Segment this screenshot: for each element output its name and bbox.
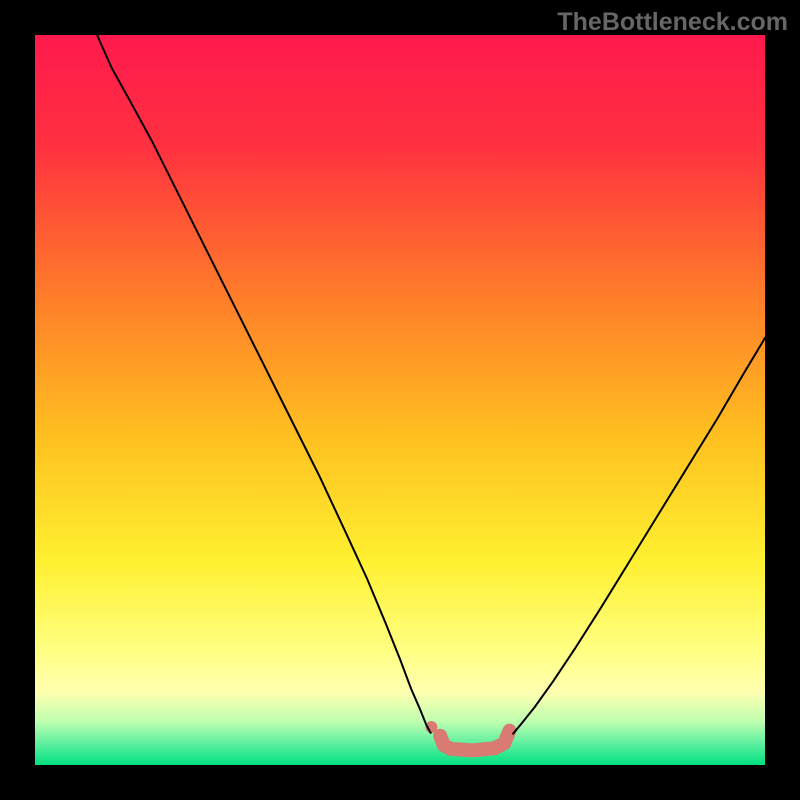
gradient-background [35, 35, 765, 765]
watermark-text: TheBottleneck.com [557, 8, 788, 37]
bottleneck-curve-chart [35, 35, 765, 765]
chart-frame [35, 35, 765, 765]
